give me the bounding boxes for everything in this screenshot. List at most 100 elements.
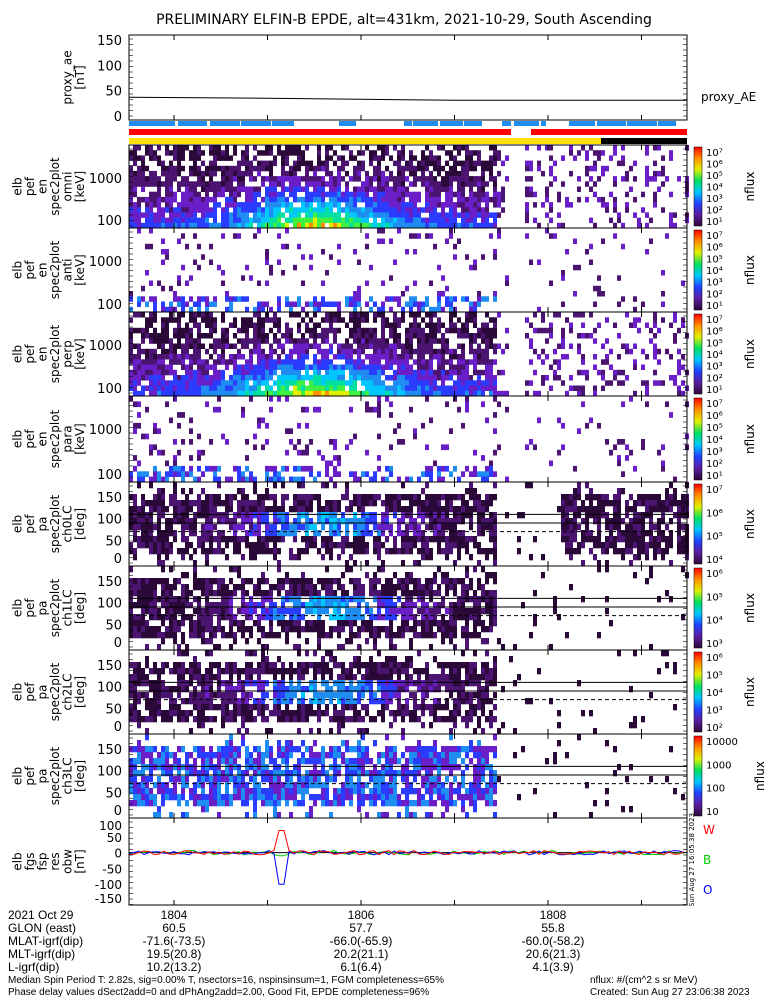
heatmap-cell	[445, 176, 449, 182]
heatmap-cell	[361, 181, 365, 187]
heatmap-cell	[161, 536, 165, 543]
heatmap-cell	[293, 369, 297, 376]
heatmap-cell	[489, 369, 493, 376]
heatmap-cell	[525, 160, 529, 167]
heatmap-cell	[377, 181, 381, 187]
heatmap-cell	[613, 518, 617, 525]
heatmap-cell	[493, 380, 497, 386]
heatmap-cell	[381, 590, 385, 597]
heatmap-cell	[481, 359, 485, 365]
heatmap-cell	[549, 165, 553, 172]
heatmap-cell	[313, 608, 317, 615]
heatmap-cell	[233, 632, 237, 639]
heatmap-cell	[289, 584, 293, 591]
heatmap-cell	[489, 530, 493, 537]
science-zone-bar	[178, 121, 207, 126]
heatmap-cell	[129, 608, 133, 615]
heatmap-cell	[309, 317, 313, 323]
heatmap-cell	[369, 385, 373, 391]
heatmap-cell	[481, 322, 485, 328]
heatmap-cell	[485, 207, 489, 213]
heatmap-cell	[377, 364, 381, 370]
heatmap-cell	[477, 380, 481, 386]
heatmap-cell	[505, 280, 509, 286]
heatmap-cell	[181, 327, 185, 334]
heatmap-cell	[541, 327, 545, 334]
heatmap-cell	[345, 390, 349, 397]
heatmap-cell	[593, 165, 597, 172]
heatmap-cell	[141, 338, 145, 344]
heatmap-cell	[645, 390, 649, 397]
heatmap-cell	[365, 494, 369, 501]
heatmap-cell	[329, 196, 333, 203]
heatmap-cell	[397, 170, 401, 177]
heatmap-cell	[197, 614, 201, 621]
heatmap-cell	[189, 207, 193, 213]
heatmap-cell	[321, 207, 325, 213]
heatmap-cell	[561, 343, 565, 349]
heatmap-cell	[481, 380, 485, 386]
heatmap-cell	[485, 494, 489, 501]
heatmap-cell	[165, 476, 169, 483]
heatmap-cell	[413, 196, 417, 203]
heatmap-cell	[169, 518, 173, 525]
heatmap-cell	[177, 359, 181, 365]
heatmap-cell	[365, 317, 369, 323]
heatmap-cell	[209, 632, 213, 639]
heatmap-cell	[165, 518, 169, 525]
heatmap-cell	[437, 385, 441, 391]
heatmap-cell	[477, 207, 481, 213]
heatmap-cell	[413, 317, 417, 323]
heatmap-cell	[173, 354, 177, 360]
heatmap-cell	[277, 176, 281, 182]
heatmap-cell	[213, 196, 217, 203]
heatmap-cell	[309, 390, 313, 397]
heatmap-cell	[161, 285, 165, 292]
heatmap-cell	[329, 301, 333, 307]
heatmap-cell	[473, 212, 477, 218]
science-zone-bar	[129, 121, 175, 126]
heatmap-cell	[185, 380, 189, 386]
heatmap-cell	[269, 354, 273, 360]
heatmap-cell	[253, 165, 257, 172]
heatmap-cell	[233, 333, 237, 339]
heatmap-cell	[353, 632, 357, 639]
heatmap-cell	[413, 524, 417, 531]
heatmap-cell	[385, 548, 389, 555]
heatmap-cell	[357, 524, 361, 531]
heatmap-cell	[129, 542, 133, 549]
heatmap-cell	[201, 170, 205, 177]
heatmap-cell	[569, 518, 573, 525]
y-axis-label: en	[36, 263, 50, 278]
heatmap-cell	[273, 155, 277, 161]
heatmap-cell	[165, 306, 169, 313]
heatmap-cell	[145, 327, 149, 334]
heatmap-cell	[277, 222, 281, 229]
heatmap-cell	[477, 542, 481, 549]
heatmap-cell	[621, 296, 625, 302]
heatmap-cell	[217, 202, 221, 208]
heatmap-cell	[293, 602, 297, 609]
heatmap-cell	[237, 476, 241, 483]
heatmap-cell	[217, 465, 221, 472]
heatmap-cell	[197, 455, 201, 461]
heatmap-cell	[305, 369, 309, 376]
heatmap-cell	[357, 390, 361, 397]
heatmap-cell	[421, 548, 425, 555]
heatmap-cell	[429, 233, 433, 239]
heatmap-cell	[653, 506, 657, 513]
colorbar-tick-label: 10²	[706, 459, 723, 470]
heatmap-cell	[369, 196, 373, 203]
heatmap-cell	[681, 512, 685, 519]
heatmap-cell	[137, 422, 141, 429]
heatmap-cell	[437, 222, 441, 229]
heatmap-cell	[297, 632, 301, 639]
heatmap-cell	[445, 217, 449, 224]
heatmap-cell	[169, 465, 173, 472]
heatmap-cell	[301, 406, 305, 413]
heatmap-cell	[465, 536, 469, 543]
heatmap-cell	[465, 222, 469, 229]
heatmap-cell	[473, 160, 477, 167]
heatmap-cell	[169, 390, 173, 397]
heatmap-cell	[433, 369, 437, 376]
